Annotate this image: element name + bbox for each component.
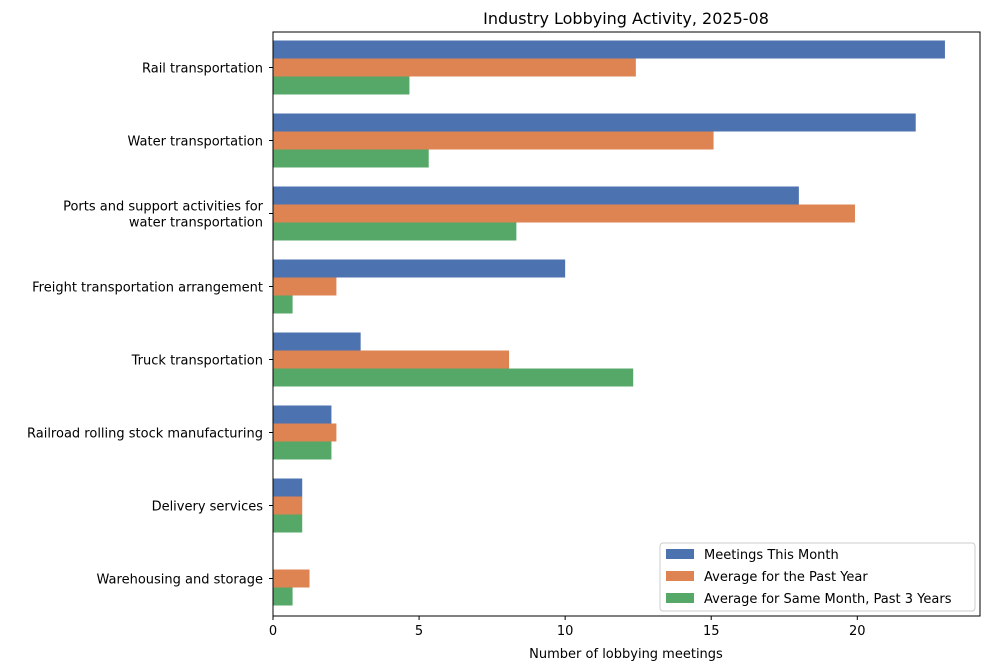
legend: Meetings This Month Average for the Past … bbox=[659, 542, 976, 612]
bar-2-2 bbox=[273, 131, 714, 150]
y-tick-label: Delivery services bbox=[152, 500, 264, 515]
legend-label-3: Average for Same Month, Past 3 Years bbox=[704, 592, 952, 607]
y-tick-label: Warehousing and storage bbox=[97, 573, 263, 588]
bar-1-2 bbox=[273, 113, 916, 132]
bar-2-3 bbox=[273, 204, 855, 223]
bar-1-1 bbox=[273, 40, 945, 59]
y-tick-label: Water transportation bbox=[128, 135, 264, 150]
bar-3-1 bbox=[273, 76, 410, 95]
y-tick-label: Rail transportation bbox=[142, 62, 263, 77]
bar-3-6 bbox=[273, 441, 332, 460]
bar-2-6 bbox=[273, 423, 337, 442]
x-tick-label: 0 bbox=[269, 624, 277, 639]
chart-title: Industry Lobbying Activity, 2025-08 bbox=[483, 9, 769, 28]
legend-label-1: Meetings This Month bbox=[704, 548, 839, 563]
x-tick-label: 15 bbox=[703, 624, 720, 639]
legend-swatch-2 bbox=[666, 571, 694, 581]
bar-3-5 bbox=[273, 368, 634, 387]
bar-2-5 bbox=[273, 350, 510, 369]
bar-2-1 bbox=[273, 58, 636, 77]
bar-2-7 bbox=[273, 496, 303, 515]
bar-3-8 bbox=[273, 587, 293, 606]
bar-1-3 bbox=[273, 186, 799, 205]
plot-frame bbox=[272, 31, 981, 617]
legend-swatch-3 bbox=[666, 593, 694, 603]
y-tick-label: Railroad rolling stock manufacturing bbox=[27, 427, 263, 442]
x-tick-label: 10 bbox=[557, 624, 574, 639]
bar-3-3 bbox=[273, 222, 517, 241]
x-axis-label: Number of lobbying meetings bbox=[529, 647, 723, 662]
x-tick-label: 5 bbox=[415, 624, 423, 639]
legend-swatch-1 bbox=[666, 549, 694, 559]
bar-1-6 bbox=[273, 405, 332, 424]
x-axis-ticks: 0 5 10 15 20 bbox=[269, 616, 866, 639]
legend-label-2: Average for the Past Year bbox=[704, 570, 868, 585]
bar-3-7 bbox=[273, 514, 303, 533]
bar-1-7 bbox=[273, 478, 303, 497]
y-axis-ticks: Rail transportation Water transportation P… bbox=[27, 62, 273, 588]
bar-2-4 bbox=[273, 277, 337, 296]
y-tick-label: Truck transportation bbox=[131, 354, 263, 369]
bar-1-4 bbox=[273, 259, 566, 278]
bar-3-4 bbox=[273, 295, 293, 314]
bars-layer bbox=[273, 40, 945, 606]
legend-box bbox=[659, 542, 976, 612]
x-tick-label: 20 bbox=[849, 624, 866, 639]
bar-2-8 bbox=[273, 569, 310, 588]
y-tick-label: Ports and support activities for water tr… bbox=[63, 200, 264, 231]
y-tick-label: Freight transportation arrangement bbox=[32, 281, 263, 296]
bar-3-2 bbox=[273, 149, 429, 168]
bar-1-5 bbox=[273, 332, 361, 351]
